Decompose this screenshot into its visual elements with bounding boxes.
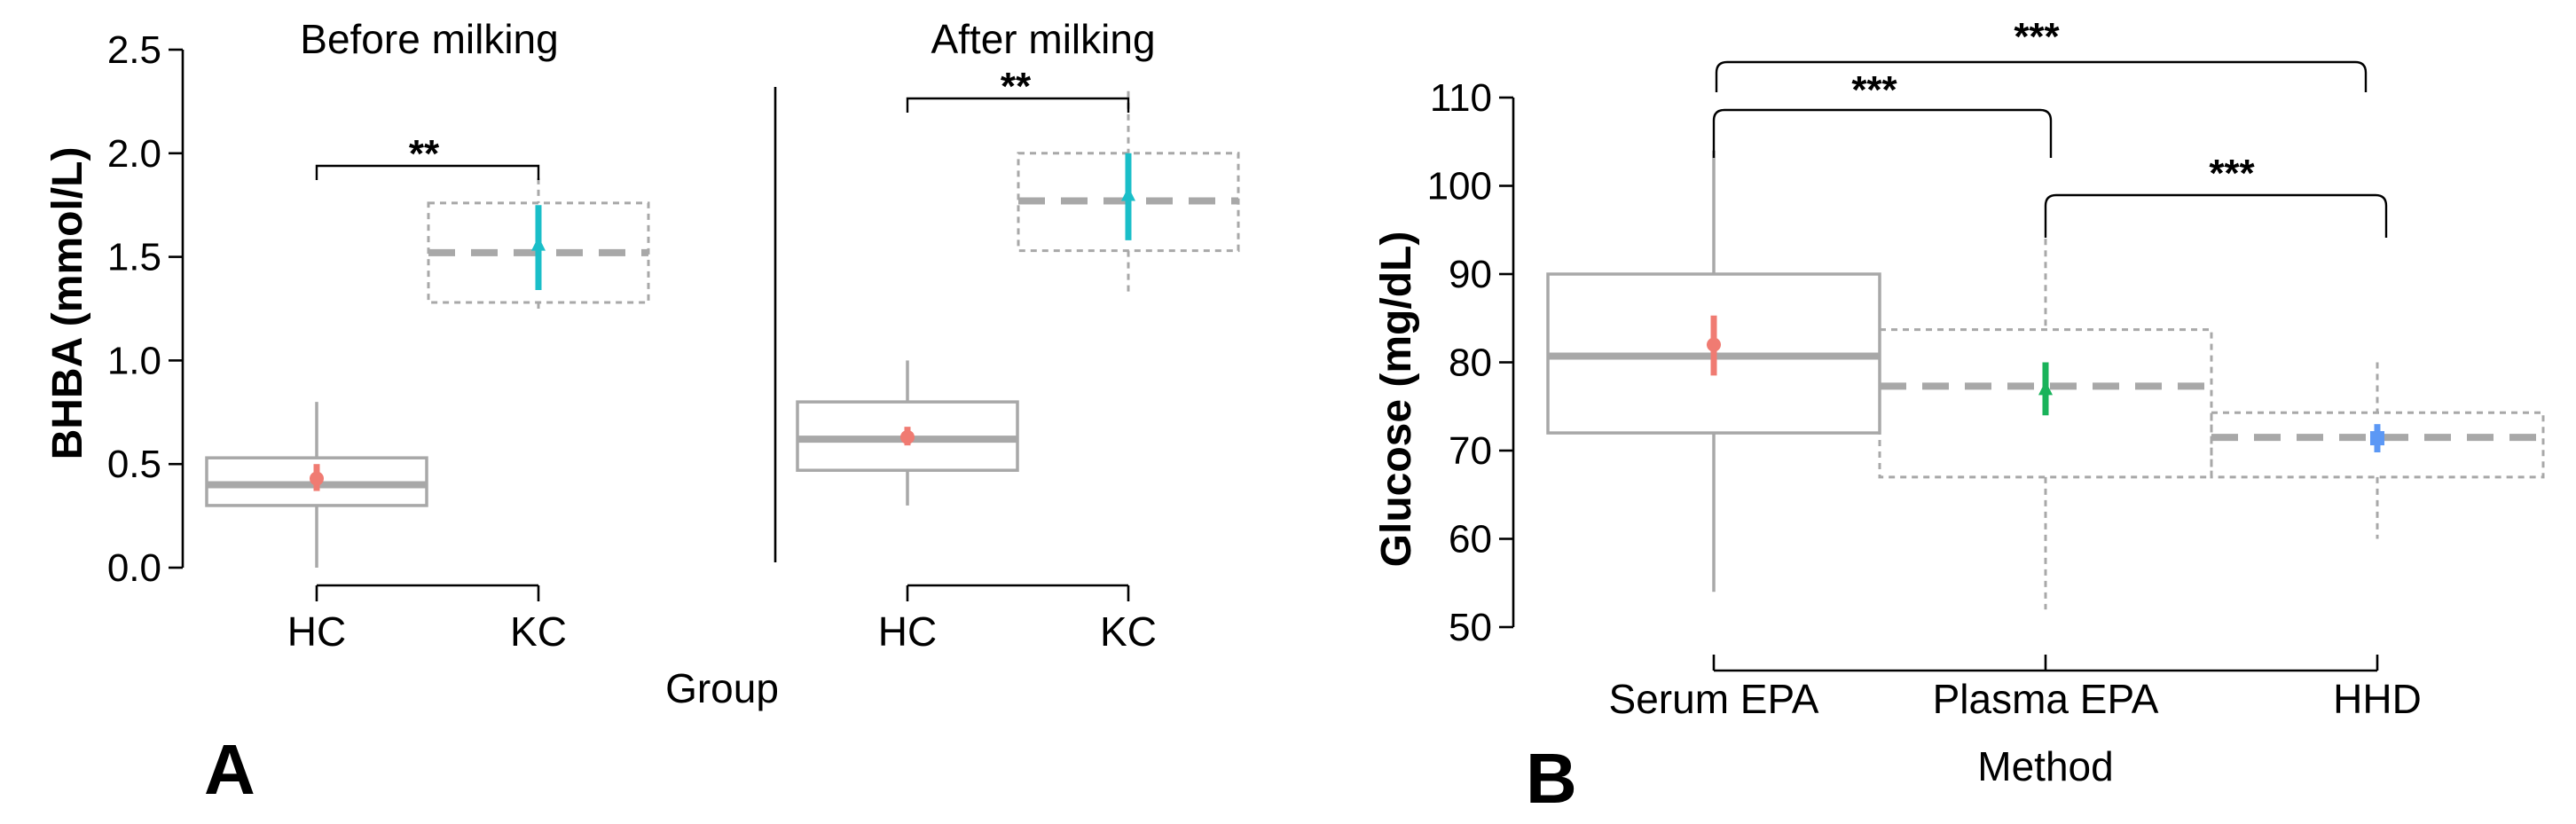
- panel-a-facet-title-before: Before milking: [300, 16, 558, 62]
- panel-b-plasma-epa-mean-point: [2038, 381, 2053, 396]
- panel-a-y-tick-label: 1.0: [107, 339, 161, 382]
- panel-a-letter: A: [204, 730, 255, 809]
- panel-b-bracket-serum-hhd: [1715, 60, 2368, 92]
- panel-b-significance-plasma-hhd: ***: [2209, 152, 2255, 195]
- panel-a-facet-title-after: After milking: [931, 16, 1155, 62]
- panel-b-hhd-mean-point: [2370, 431, 2384, 446]
- panel-b-y-tick-label: 80: [1449, 341, 1492, 385]
- panel-a-significance-before: **: [409, 132, 440, 176]
- panel-a-after-significance-bracket: [906, 97, 1130, 113]
- panel-a-y-tick-label: 2.5: [107, 28, 161, 72]
- panel-b-x-tick-label-serum-epa: Serum EPA: [1609, 676, 1819, 722]
- panel-b-y-tick-label: 50: [1449, 606, 1492, 649]
- panel-a-y-axis-title: BHBA (mmol/L): [44, 147, 91, 460]
- panel-b-significance-serum-hhd: ***: [2014, 15, 2060, 59]
- panel-a-before-significance-bracket: [315, 164, 540, 180]
- panel-a-after-kc-mean-point: [1121, 186, 1135, 201]
- panel-b-hhd-box: [2210, 411, 2545, 479]
- panel-a-before-x-tick-label-kc: KC: [510, 608, 567, 655]
- panel-a-significance-after: **: [1001, 65, 1032, 108]
- panel-b-letter: B: [1526, 739, 1577, 818]
- panel-a-before-hc-mean-point: [310, 471, 324, 486]
- panel-a-before-x-tick-label-hc: HC: [287, 608, 346, 655]
- panel-b-x-axis-title: Method: [1977, 743, 2113, 789]
- panel-a-after-hc-mean-point: [900, 429, 915, 444]
- panel-b-bracket-plasma-hhd: [2044, 193, 2388, 238]
- panel-b-serum-epa-mean-point: [1707, 337, 1721, 352]
- panel-b-y-axis-title: Glucose (mg/dL): [1373, 232, 1420, 568]
- panel-a-y-tick-label: 0.0: [107, 546, 161, 590]
- panel-b-significance-serum-plasma: ***: [1851, 68, 1897, 112]
- panel-b-y-tick-label: 100: [1427, 165, 1492, 208]
- panel-a-y-tick-label: 1.5: [107, 236, 161, 279]
- panel-a-y-tick-label: 0.5: [107, 443, 161, 486]
- panel-b-x-tick-label-plasma-epa: Plasma EPA: [1933, 676, 2159, 722]
- panel-a-y-tick-label: 2.0: [107, 132, 161, 176]
- panel-b-y-tick-label: 110: [1430, 76, 1492, 120]
- panel-b-y-tick-label: 70: [1449, 429, 1492, 473]
- panel-b-bracket-serum-plasma: [1712, 108, 2053, 158]
- panel-b-plasma-epa-box: [1878, 328, 2213, 479]
- panel-b-x-tick-label-hhd: HHD: [2333, 676, 2422, 722]
- panel-a-after-x-tick-label-hc: HC: [878, 608, 937, 655]
- panel-a-before-kc-mean-point: [531, 236, 546, 251]
- panel-a-x-axis-title: Group: [665, 665, 779, 711]
- panel-b-y-tick-label: 60: [1449, 518, 1492, 561]
- panel-a-after-x-tick-label-kc: KC: [1100, 608, 1157, 655]
- panel-b-y-tick-label: 90: [1449, 253, 1492, 296]
